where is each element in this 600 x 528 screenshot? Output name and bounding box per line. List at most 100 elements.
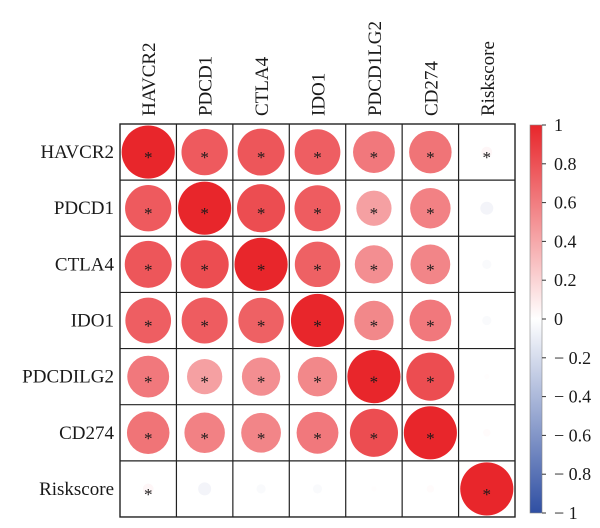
correlation-circle xyxy=(180,240,229,289)
correlation-circle xyxy=(237,128,285,176)
correlation-circle xyxy=(296,411,339,454)
row-label: PDCD1 xyxy=(54,198,114,219)
significance-star: * xyxy=(313,316,322,335)
significance-star: * xyxy=(426,260,435,279)
row-label: CD274 xyxy=(59,423,114,444)
correlation-circle xyxy=(241,412,281,453)
significance-star: * xyxy=(200,148,209,167)
correlation-circle xyxy=(294,129,341,175)
colorbar-gradient xyxy=(529,124,543,514)
colorbar-tick-label: − 1 xyxy=(554,503,578,523)
correlation-circle xyxy=(181,128,228,176)
correlation-circle xyxy=(294,185,341,232)
correlation-circle xyxy=(426,485,435,493)
correlation-circle xyxy=(354,300,394,341)
correlation-circle xyxy=(481,146,493,158)
significance-star: * xyxy=(144,373,153,392)
correlation-circle xyxy=(181,297,228,344)
correlation-circle xyxy=(460,462,514,516)
column-label: PDCD1 xyxy=(196,56,217,116)
row-label: CTLA4 xyxy=(55,254,115,275)
colorbar-tick-label: 0.8 xyxy=(554,154,577,174)
correlation-circle xyxy=(290,293,345,348)
row-label: Riskscore xyxy=(39,479,114,500)
significance-star: * xyxy=(144,485,153,504)
significance-star: * xyxy=(200,316,209,335)
colorbar-ticks: 1 0.8 0.6 0.4 0.2 0 − 0.2 − 0.4 − 0.6 − 0.8 − 1 xyxy=(542,115,591,523)
column-label: Riskscore xyxy=(478,41,499,116)
correlation-circle xyxy=(125,185,172,232)
correlation-circle xyxy=(409,299,452,342)
colorbar-tick-label: − 0.8 xyxy=(554,464,591,484)
correlation-circle xyxy=(353,131,395,173)
correlation-circle xyxy=(484,373,490,380)
significance-star: * xyxy=(483,485,492,504)
correlation-circle xyxy=(234,237,288,291)
row-label: IDO1 xyxy=(71,310,114,331)
column-label: HAVCR2 xyxy=(139,42,160,116)
colorbar-tick-label: 0.2 xyxy=(554,270,577,290)
column-label: PDCD1LG2 xyxy=(365,21,386,116)
colorbar xyxy=(529,124,543,514)
correlation-circle xyxy=(410,244,451,285)
correlation-circle xyxy=(482,259,492,269)
column-label: CD274 xyxy=(421,61,442,116)
correlation-circles xyxy=(121,125,514,516)
correlation-circle xyxy=(356,190,392,226)
significance-star: * xyxy=(257,316,266,335)
correlation-circle xyxy=(124,240,172,288)
colorbar-tick-label: − 0.4 xyxy=(554,387,591,407)
correlation-circle xyxy=(238,297,284,344)
correlation-circle xyxy=(256,484,266,494)
significance-star: * xyxy=(483,148,492,167)
significance-star: * xyxy=(426,316,435,335)
correlation-circle xyxy=(184,412,225,454)
correlation-circle xyxy=(312,484,323,494)
correlation-circle xyxy=(237,184,286,233)
significance-star: * xyxy=(200,260,209,279)
significance-star: * xyxy=(370,260,379,279)
significance-star: * xyxy=(313,373,322,392)
column-labels: HAVCR2 PDCD1 CTLA4 IDO1 PDCD1LG2 CD274 Risksco… xyxy=(139,21,499,116)
column-label: IDO1 xyxy=(309,73,330,116)
significance-star: * xyxy=(370,429,379,448)
correlation-circle xyxy=(482,315,492,326)
correlation-circle xyxy=(125,297,172,344)
row-label: HAVCR2 xyxy=(40,142,114,163)
correlation-circle xyxy=(354,245,394,284)
significance-star: * xyxy=(144,316,153,335)
correlation-grid xyxy=(119,123,516,518)
significance-star: * xyxy=(257,373,266,392)
correlation-circle xyxy=(406,352,455,401)
significance-star: * xyxy=(200,373,209,392)
correlation-circle xyxy=(409,130,452,174)
colorbar-tick-label: − 0.2 xyxy=(554,348,591,368)
significance-star: * xyxy=(370,373,379,392)
significance-star: * xyxy=(257,429,266,448)
correlation-circle xyxy=(127,355,170,398)
significance-star: * xyxy=(426,204,435,223)
correlation-circle xyxy=(349,408,398,457)
significance-star: * xyxy=(313,260,322,279)
correlation-circle xyxy=(483,429,491,437)
significance-star: * xyxy=(426,373,435,392)
significance-star: * xyxy=(370,148,379,167)
correlation-circle xyxy=(178,181,232,235)
colorbar-tick-label: − 0.6 xyxy=(554,425,591,445)
column-label: CTLA4 xyxy=(252,56,273,116)
correlation-circle xyxy=(241,357,281,396)
colorbar-tick-label: 1 xyxy=(554,115,563,135)
correlation-circle xyxy=(297,356,338,397)
significance-markers: * * * * * * * * * * * * * * * * * * * * * * * * * * * * * * * * * * * * * * * xyxy=(144,148,491,504)
significance-star: * xyxy=(313,204,322,223)
correlation-circle xyxy=(142,483,154,495)
significance-star: * xyxy=(257,204,266,223)
significance-star: * xyxy=(313,429,322,448)
significance-star: * xyxy=(200,429,209,448)
colorbar-tick-label: 0.6 xyxy=(554,193,577,213)
correlation-circle xyxy=(371,486,377,492)
correlation-circle xyxy=(126,411,170,455)
correlation-circle xyxy=(294,241,341,288)
significance-star: * xyxy=(426,148,435,167)
